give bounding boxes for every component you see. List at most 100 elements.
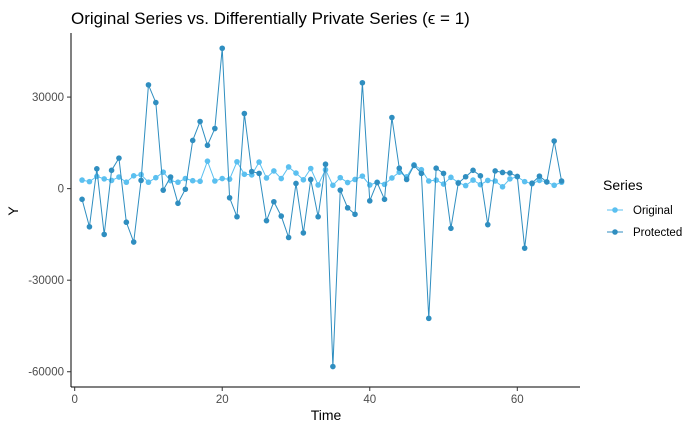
point-protected — [374, 179, 380, 186]
point-protected — [226, 194, 233, 201]
point-original — [330, 182, 336, 189]
point-original — [315, 182, 321, 188]
point-protected — [219, 45, 226, 52]
point-protected — [79, 196, 85, 203]
point-protected — [307, 176, 314, 183]
point-protected — [330, 363, 336, 370]
point-protected — [108, 167, 115, 174]
series-line-original — [81, 159, 562, 188]
point-original — [300, 176, 307, 183]
point-protected — [204, 142, 211, 149]
point-original — [499, 184, 506, 190]
point-original — [204, 158, 211, 164]
point-original — [123, 179, 130, 186]
point-protected — [448, 225, 454, 232]
point-original — [448, 174, 454, 181]
axes: 0 20 40 60 -60000 -30000 0 30000 — [28, 33, 580, 406]
point-original — [484, 177, 491, 184]
point-protected — [470, 167, 476, 174]
point-protected — [116, 155, 122, 161]
x-tick-label: 0 — [71, 394, 77, 406]
y-tick-label: -60000 — [28, 367, 64, 379]
point-protected — [462, 173, 469, 180]
point-original — [433, 177, 439, 183]
point-original — [175, 179, 181, 186]
point-protected — [285, 234, 292, 241]
legend: Series Original Protected — [603, 177, 682, 239]
point-original — [507, 176, 513, 182]
point-protected — [514, 173, 521, 180]
point-protected — [234, 213, 240, 220]
point-protected — [145, 82, 152, 88]
point-original — [425, 178, 432, 184]
point-original — [79, 177, 85, 183]
point-protected — [160, 187, 167, 193]
point-original — [94, 173, 100, 180]
point-protected — [123, 219, 130, 226]
point-original — [271, 168, 277, 174]
legend-key-point — [612, 207, 618, 213]
point-original — [307, 165, 314, 172]
point-original — [234, 158, 240, 165]
legend-title: Series — [603, 177, 643, 193]
point-protected — [396, 165, 403, 171]
point-protected — [477, 173, 484, 179]
point-protected — [344, 205, 351, 211]
point-protected — [94, 166, 100, 172]
point-protected — [558, 178, 565, 184]
point-protected — [418, 170, 425, 177]
point-protected — [167, 174, 174, 180]
point-protected — [101, 231, 107, 238]
point-original — [116, 174, 122, 180]
point-protected — [130, 239, 137, 245]
point-original — [130, 173, 137, 179]
point-protected — [278, 213, 285, 219]
point-protected — [403, 176, 410, 183]
point-protected — [337, 187, 344, 193]
point-protected — [175, 200, 181, 207]
point-protected — [389, 114, 395, 121]
point-protected — [366, 198, 373, 204]
point-protected — [455, 180, 462, 186]
point-original — [256, 159, 262, 165]
series-protected — [79, 45, 565, 370]
point-original — [389, 175, 395, 181]
point-original — [101, 176, 107, 182]
y-tick-label: 30000 — [32, 92, 64, 104]
point-original — [226, 176, 233, 182]
point-original — [241, 171, 248, 178]
point-protected — [197, 118, 203, 125]
point-protected — [293, 180, 299, 187]
point-original — [359, 173, 366, 179]
point-protected — [536, 173, 543, 179]
point-protected — [529, 180, 535, 186]
point-original — [551, 182, 557, 189]
point-original — [189, 177, 196, 184]
point-original — [521, 178, 528, 185]
point-protected — [521, 245, 528, 251]
point-protected — [411, 162, 417, 169]
point-protected — [359, 79, 366, 86]
point-original — [470, 177, 476, 183]
point-original — [536, 177, 543, 184]
point-protected — [492, 168, 498, 174]
point-protected — [352, 211, 358, 218]
series-line-protected — [81, 48, 563, 367]
chart-title: Original Series vs. Differentially Priva… — [71, 9, 470, 28]
point-original — [366, 182, 373, 188]
point-original — [462, 182, 469, 189]
point-protected — [433, 165, 439, 171]
point-original — [219, 175, 226, 182]
y-tick-label: 0 — [58, 184, 64, 196]
point-original — [263, 175, 270, 181]
x-tick-label: 60 — [511, 394, 524, 406]
point-protected — [189, 137, 196, 144]
point-original — [153, 174, 159, 181]
point-protected — [263, 217, 270, 224]
point-original — [344, 179, 351, 186]
point-protected — [499, 169, 506, 176]
legend-label: Original — [633, 205, 673, 217]
legend-item-original: Original — [607, 205, 673, 217]
point-protected — [315, 213, 321, 220]
series-original — [79, 158, 565, 190]
